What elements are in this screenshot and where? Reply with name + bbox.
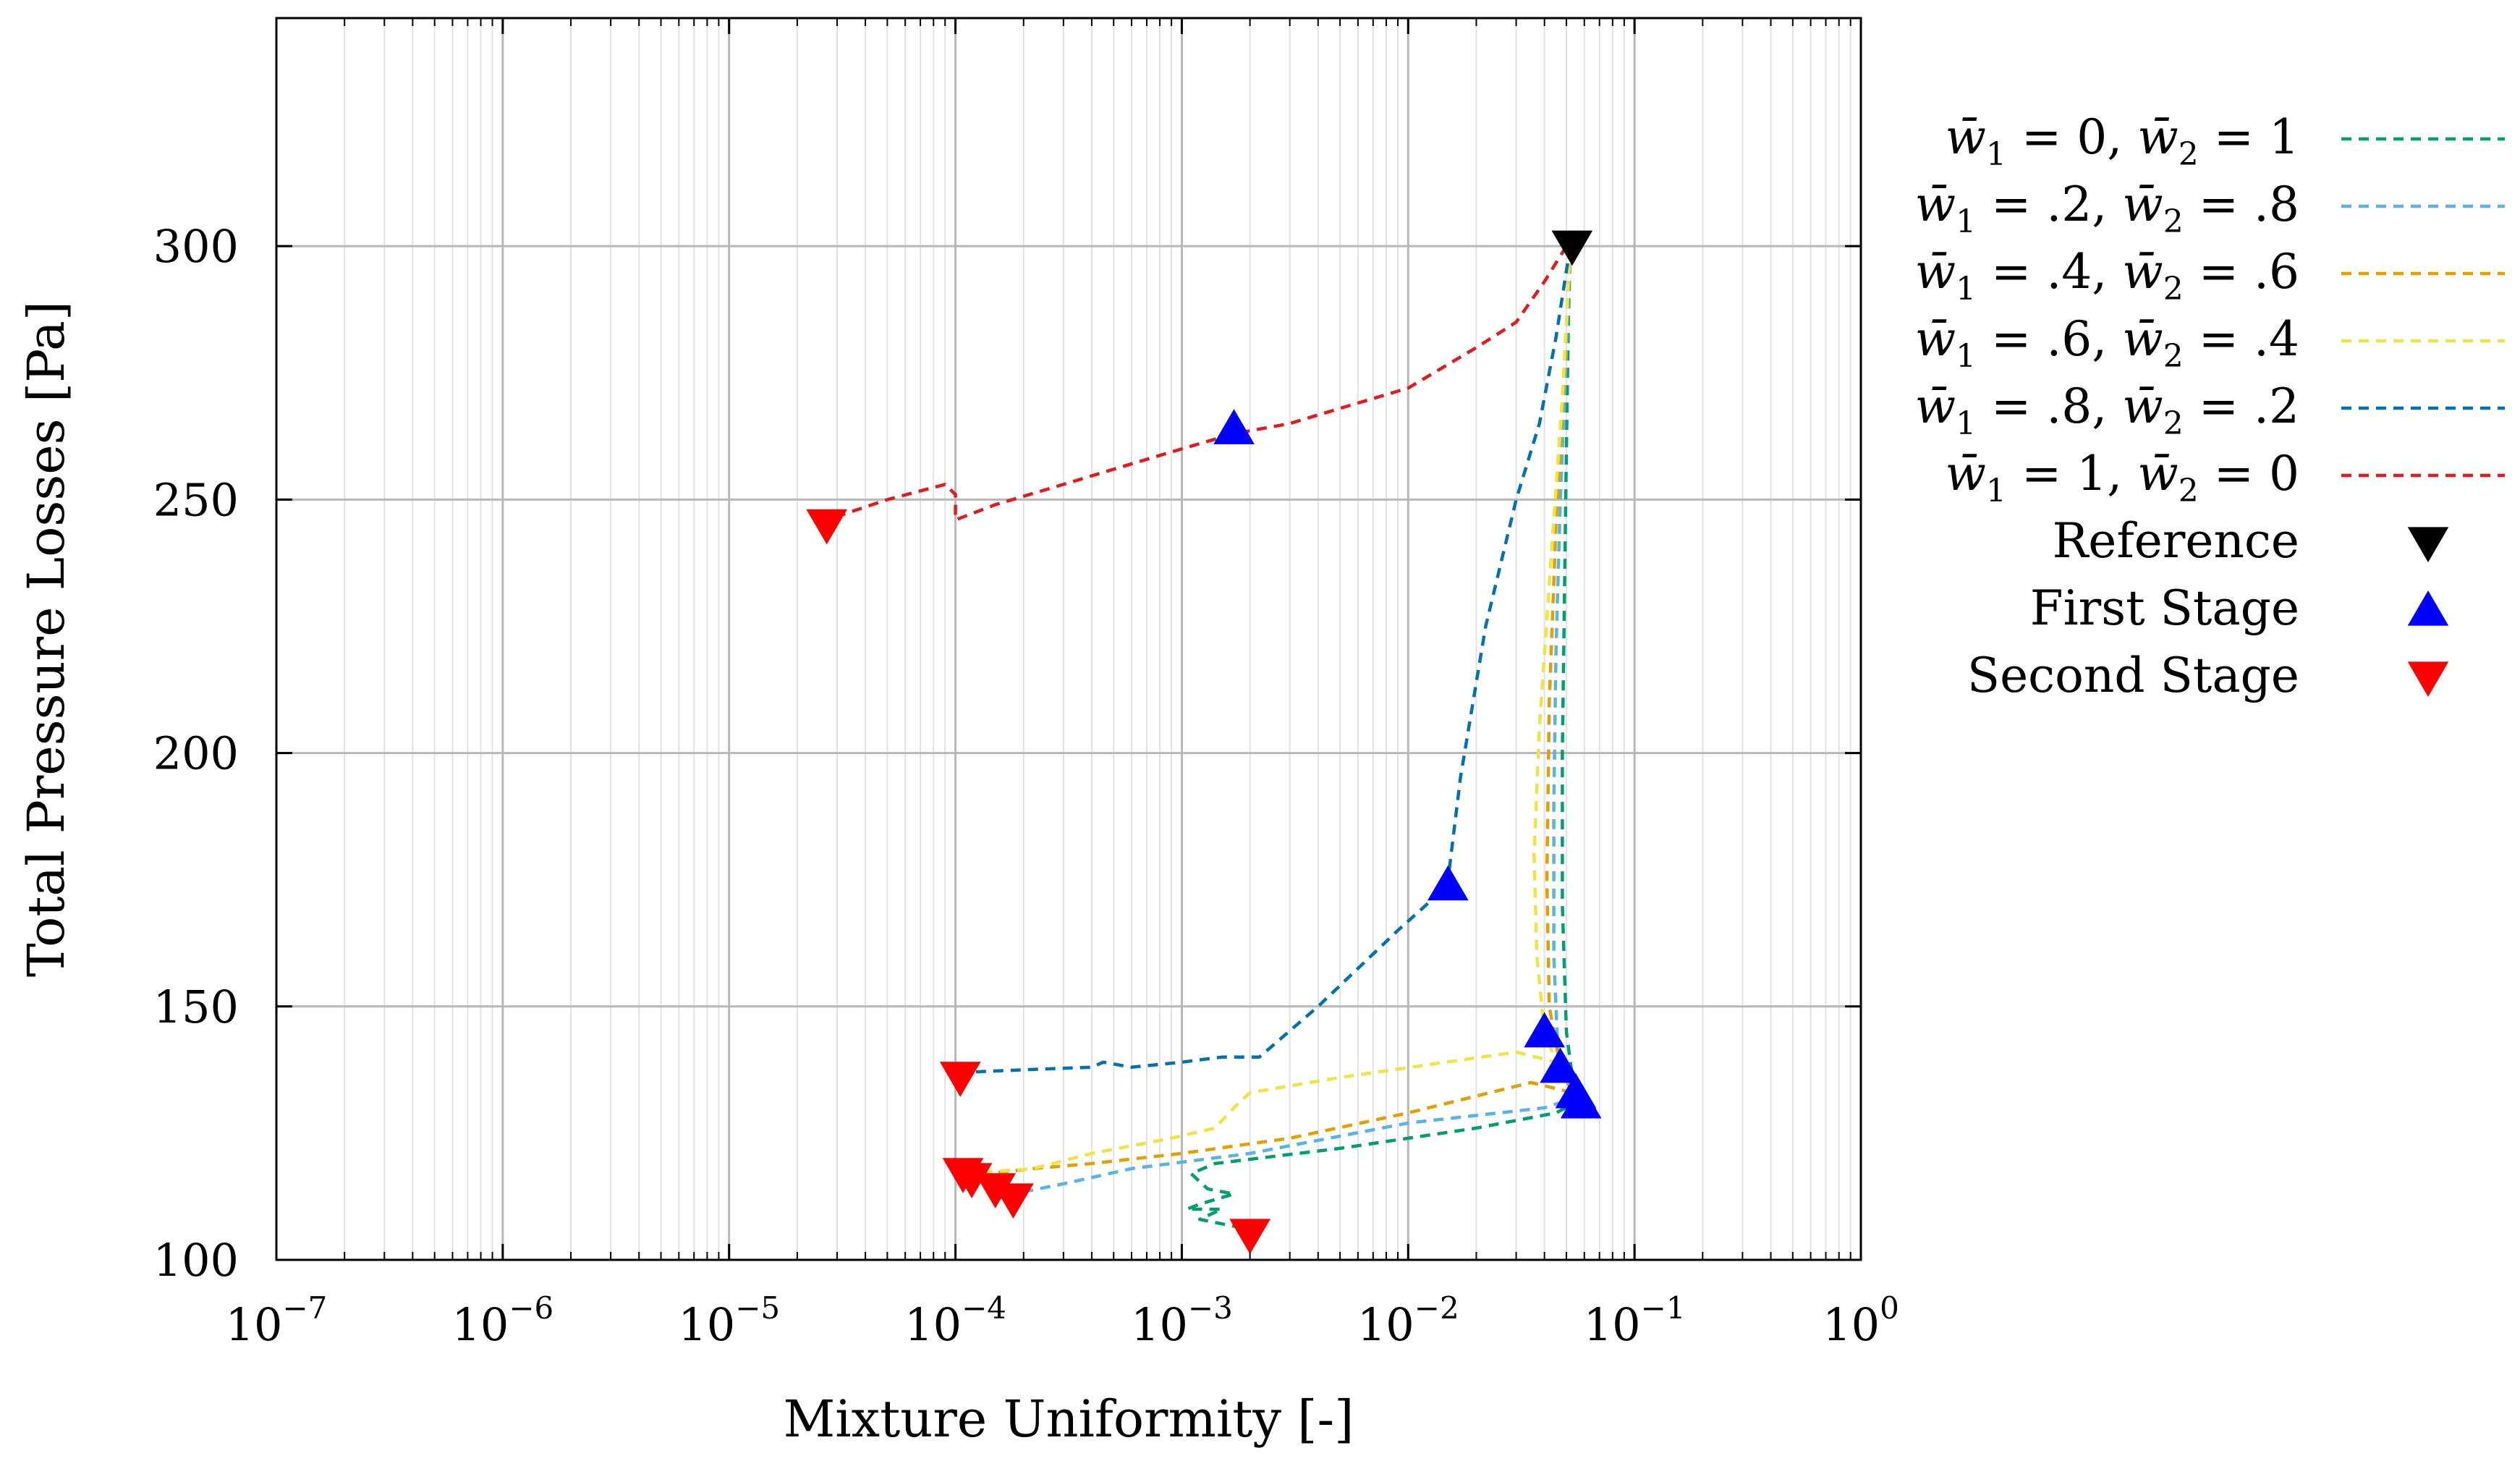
x-tick-label: 10−5 bbox=[678, 1290, 780, 1351]
second-stage-marker bbox=[951, 1163, 993, 1198]
x-tick-label: 10−1 bbox=[1584, 1290, 1686, 1351]
first-stage-marker bbox=[1560, 1083, 1602, 1119]
y-tick-labels: 100 150 200 250 300 bbox=[153, 220, 239, 1287]
legend-entry-label: w̄1 = .4, w̄2 = .6 bbox=[1915, 244, 2299, 308]
x-tick-labels: 10−7 10−6 10−5 10−4 10−3 10−2 10−1 100 bbox=[226, 1290, 1899, 1351]
legend-entry-label: w̄1 = .8, w̄2 = .2 bbox=[1915, 378, 2299, 442]
legend: w̄1 = 0, w̄2 = 1w̄1 = .2, w̄2 = .8w̄1 = … bbox=[1915, 109, 2505, 703]
legend-marker bbox=[2407, 527, 2449, 562]
legend-entry-label: w̄1 = .6, w̄2 = .4 bbox=[1915, 311, 2299, 375]
second-stage-marker bbox=[806, 509, 847, 545]
y-tick-label: 200 bbox=[153, 727, 239, 780]
legend-entry-label: w̄1 = 0, w̄2 = 1 bbox=[1946, 109, 2299, 173]
y-axis-label: Total Pressure Losses [Pa] bbox=[17, 301, 76, 977]
x-tick-label: 10−6 bbox=[451, 1290, 553, 1351]
first-stage-marker bbox=[1540, 1047, 1581, 1083]
markers bbox=[806, 230, 1602, 1254]
legend-entry-label: Second Stage bbox=[1967, 648, 2299, 703]
series-line bbox=[988, 246, 1574, 1176]
series-line bbox=[964, 245, 1572, 1075]
grid bbox=[275, 18, 1862, 1261]
legend-entry-label: w̄1 = .2, w̄2 = .8 bbox=[1915, 177, 2299, 240]
second-stage-marker bbox=[975, 1173, 1016, 1208]
first-stage-marker bbox=[1427, 865, 1469, 901]
reference-marker bbox=[1551, 230, 1593, 266]
x-tick-label: 10−3 bbox=[1131, 1290, 1233, 1351]
y-tick-label: 300 bbox=[153, 220, 239, 273]
x-tick-label: 10−4 bbox=[904, 1290, 1006, 1351]
legend-marker bbox=[2407, 590, 2449, 626]
legend-entry-label: Reference bbox=[2053, 513, 2299, 569]
x-axis-label: Mixture Uniformity [-] bbox=[784, 1389, 1354, 1449]
first-stage-marker bbox=[1524, 1012, 1565, 1048]
y-tick-label: 250 bbox=[153, 473, 239, 526]
series-line bbox=[995, 246, 1578, 1196]
series-lines bbox=[826, 245, 1578, 1232]
legend-entry-label: w̄1 = 1, w̄2 = 0 bbox=[1946, 446, 2299, 509]
plot-frame bbox=[275, 17, 1862, 1261]
y-tick-label: 150 bbox=[153, 981, 239, 1033]
series-line bbox=[826, 245, 1568, 522]
x-tick-label: 10−7 bbox=[226, 1290, 328, 1351]
second-stage-marker bbox=[1229, 1219, 1270, 1254]
first-stage-marker bbox=[1213, 409, 1255, 444]
legend-marker bbox=[2407, 661, 2449, 697]
x-tick-label: 100 bbox=[1823, 1290, 1899, 1351]
axis-ticks bbox=[275, 18, 1862, 1261]
second-stage-marker bbox=[939, 1062, 981, 1097]
second-stage-marker bbox=[993, 1183, 1034, 1219]
x-tick-label: 10−2 bbox=[1357, 1290, 1459, 1351]
legend-entry-label: First Stage bbox=[2030, 580, 2299, 636]
series-line bbox=[964, 246, 1572, 1176]
y-tick-label: 100 bbox=[153, 1234, 239, 1287]
series-line bbox=[1184, 246, 1578, 1232]
